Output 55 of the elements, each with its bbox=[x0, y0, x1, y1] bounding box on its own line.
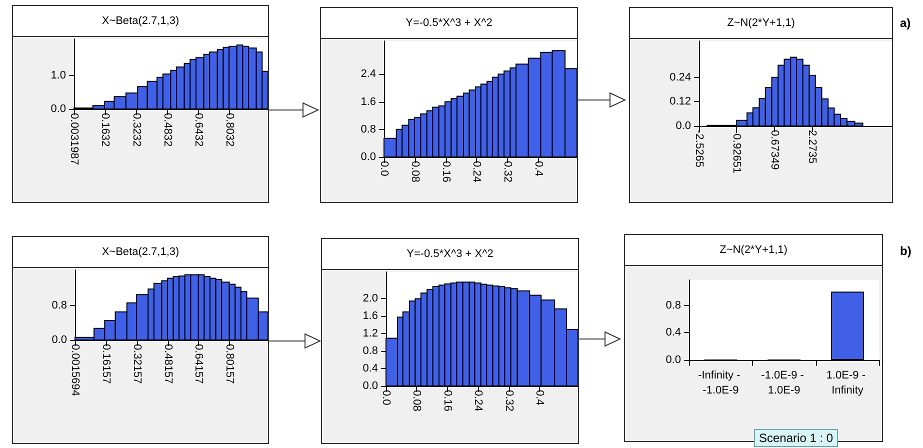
x-tick-label: 0.3232 bbox=[130, 113, 142, 147]
x-tick-label: 0.0031987 bbox=[68, 113, 80, 165]
x-tick-label: 0.80157 bbox=[224, 344, 236, 384]
x-tick-label: -0.92651 bbox=[730, 130, 743, 174]
x-tick-label: 0.64157 bbox=[192, 344, 205, 384]
x-tick-label: 0.24 bbox=[470, 161, 483, 182]
y-tick-label: 0.12 bbox=[670, 96, 691, 108]
x-tick-label: 0.08 bbox=[408, 161, 421, 182]
x-tick-label: -Infinity - -1.0E-9 bbox=[698, 370, 744, 396]
x-tick-label: 0.67349 bbox=[768, 130, 780, 170]
x-tick-label: 0.0 bbox=[380, 390, 392, 406]
x-tick-label: 0.0 bbox=[378, 161, 390, 176]
chart-title: X~Beta(2.7,1,3) bbox=[13, 6, 268, 37]
y-tick-label: 2.4 bbox=[360, 68, 376, 80]
x-tick-label: 0.4832 bbox=[161, 113, 174, 147]
chart-title: Y=-0.5*X^3 + X^2 bbox=[321, 8, 577, 39]
text: b) bbox=[900, 244, 912, 258]
x-tick-label: 0.32 bbox=[502, 161, 514, 182]
x-tick-label: 0.08 bbox=[410, 390, 423, 412]
x-tick-label: 0.16 bbox=[440, 161, 452, 182]
y-tick-label: 0.4 bbox=[666, 326, 681, 339]
x-tick-label: 0.24 bbox=[472, 390, 484, 412]
y-tick-label: 0.0 bbox=[52, 334, 67, 346]
chart-title: Z~N(2*Y+1,1) bbox=[630, 8, 892, 39]
chart-title: X~Beta(2.7,1,3) bbox=[13, 237, 268, 268]
y-tick-label: 0.8 bbox=[52, 299, 67, 312]
x-tick-label: 0.32157 bbox=[130, 344, 143, 384]
y-tick-label: 0.8 bbox=[362, 344, 378, 357]
x-tick-label: 0.16 bbox=[441, 390, 454, 412]
y-tick-label: 1.6 bbox=[362, 310, 378, 322]
x-tick-label: 0.4 bbox=[534, 390, 546, 406]
chart-title: Y=-0.5*X^3 + X^2 bbox=[322, 239, 578, 270]
text: a) bbox=[900, 16, 911, 30]
x-tick-label: 0.4 bbox=[532, 161, 544, 176]
y-tick-label: 0.24 bbox=[670, 71, 691, 84]
x-tick-label: 0.0015694 bbox=[69, 344, 81, 396]
text: Scenario 1 : 0 bbox=[754, 429, 838, 447]
y-tick-label: 0.8 bbox=[360, 123, 376, 136]
y-tick-label: 1.0 bbox=[50, 70, 66, 82]
x-tick-label: 1.0E-9 - Infinity bbox=[826, 370, 869, 396]
x-tick-label: -1.0E-9 - 1.0E-9 bbox=[761, 370, 808, 396]
x-tick-label: 0.32 bbox=[502, 390, 515, 412]
y-tick-label: 0.0 bbox=[50, 103, 66, 115]
y-tick-label: 0.8 bbox=[666, 299, 681, 312]
chart-title: Z~N(2*Y+1,1) bbox=[625, 235, 882, 266]
x-tick-label: 0.1632 bbox=[99, 113, 112, 147]
x-tick-label: -2.5265 bbox=[693, 130, 705, 168]
x-tick-label: 2.2735 bbox=[806, 130, 818, 164]
x-tick-label: 0.48157 bbox=[162, 344, 174, 384]
y-tick-label: 2.0 bbox=[362, 292, 378, 304]
x-tick-label: 0.16157 bbox=[100, 344, 112, 384]
y-tick-label: 1.6 bbox=[360, 96, 376, 108]
x-tick-label: 0.8032 bbox=[224, 113, 236, 147]
x-tick-label: 0.6432 bbox=[192, 113, 205, 147]
y-tick-label: 1.2 bbox=[362, 327, 378, 340]
